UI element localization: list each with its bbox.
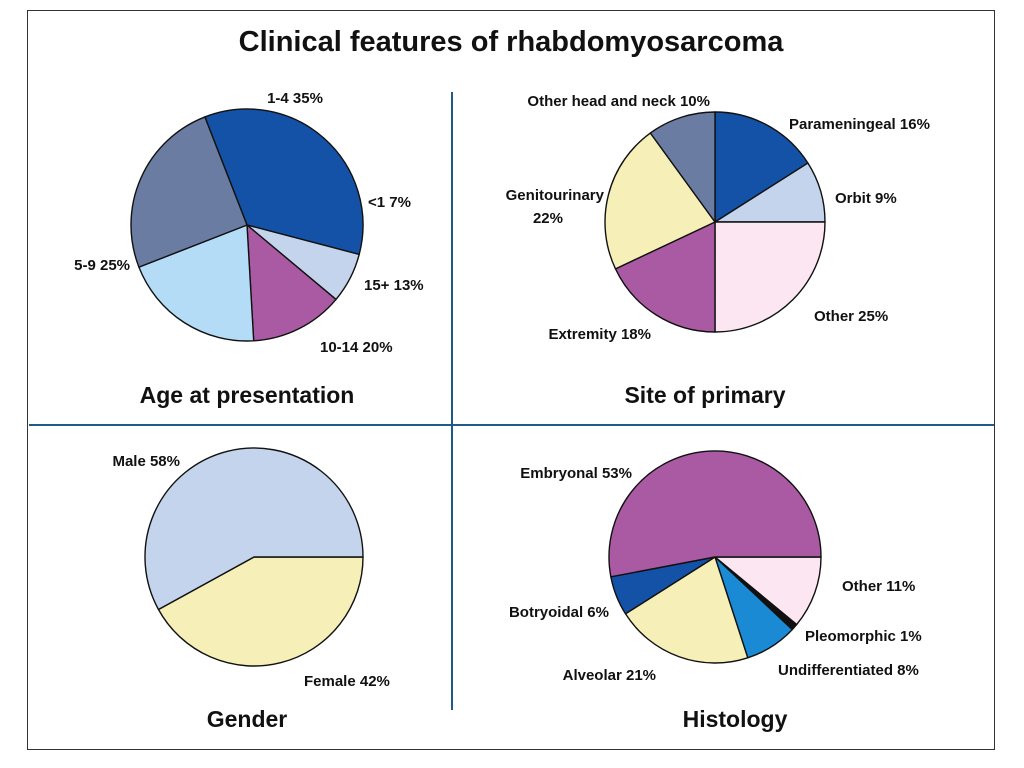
pie-slice-site-parameningeal xyxy=(714,111,809,223)
pie-label-site-other-head-and-neck: Other head and neck 10% xyxy=(527,93,710,110)
pie-title-gender: Gender xyxy=(206,706,288,732)
pie-label-site-parameningeal: Parameningeal 16% xyxy=(789,116,930,133)
pie-label-age-5-9: 5-9 25% xyxy=(74,257,130,274)
pie-slice-site-genitourinary xyxy=(604,132,716,270)
pie-label-histology-other: Other 11% xyxy=(842,578,915,595)
pie-slice-gender-female xyxy=(157,556,364,667)
pie-label-age-15: 15+ 13% xyxy=(364,277,424,294)
pie-slice-histology-embryonal xyxy=(608,450,822,578)
pie-title-histology: Histology xyxy=(682,706,788,732)
pie-slice-histology-alveolar xyxy=(624,556,749,664)
pie-title-site: Site of primary xyxy=(624,382,786,408)
pie-slice-age-10-14 xyxy=(138,224,255,342)
pie-label-histology-pleomorphic: Pleomorphic 1% xyxy=(805,628,922,645)
pie-slice-histology-other xyxy=(714,556,822,626)
pie-label-site-genitourinary-line-1: Genitourinary xyxy=(506,187,605,204)
pie-label-age-1-4: 1-4 35% xyxy=(267,90,323,107)
pie-slice-age-5-9 xyxy=(130,116,248,268)
pie-label-histology-botryoidal: Botryoidal 6% xyxy=(509,604,609,621)
pie-label-histology-undifferentiated: Undifferentiated 8% xyxy=(778,662,919,679)
pie-slice-site-other xyxy=(714,221,826,333)
pie-slice-age-15 xyxy=(246,224,337,342)
pie-label-histology-embryonal: Embryonal 53% xyxy=(520,465,632,482)
pie-label-site-other: Other 25% xyxy=(814,308,888,325)
pie-slice-site-extremity xyxy=(614,221,716,333)
pie-label-site-extremity: Extremity 18% xyxy=(548,326,651,343)
pie-label-age-1: <1 7% xyxy=(368,194,411,211)
pie-label-site-genitourinary-line-2: 22% xyxy=(533,210,563,227)
figure-title: Clinical features of rhabdomyosarcoma xyxy=(238,26,784,58)
pie-slice-gender-male xyxy=(144,447,364,611)
pie-label-histology-alveolar: Alveolar 21% xyxy=(563,667,656,684)
pie-slice-site-other-head-and-neck xyxy=(649,111,716,223)
pie-label-gender-male: Male 58% xyxy=(112,453,180,470)
pie-label-site-orbit: Orbit 9% xyxy=(835,190,897,207)
pie-label-age-10-14: 10-14 20% xyxy=(320,339,393,356)
figure-frame xyxy=(27,10,995,750)
pie-label-gender-female: Female 42% xyxy=(304,673,390,690)
pie-title-age: Age at presentation xyxy=(139,382,355,408)
